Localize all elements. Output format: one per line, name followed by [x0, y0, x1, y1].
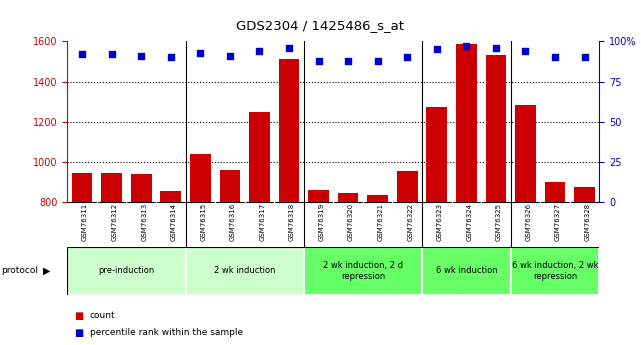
Text: percentile rank within the sample: percentile rank within the sample: [90, 328, 243, 337]
Point: [520, 48, 531, 54]
Bar: [338, 193, 358, 345]
Point: [550, 55, 560, 60]
Bar: [185, 247, 304, 295]
Text: 6 wk induction, 2 wk
repression: 6 wk induction, 2 wk repression: [512, 261, 598, 280]
Bar: [67, 247, 185, 295]
Bar: [515, 105, 536, 345]
Point: [372, 58, 383, 63]
Text: GSM76322: GSM76322: [407, 203, 413, 240]
Text: GSM76327: GSM76327: [555, 203, 561, 241]
Text: GSM76314: GSM76314: [171, 203, 177, 241]
Text: 2 wk induction: 2 wk induction: [214, 266, 276, 275]
Bar: [249, 112, 270, 345]
Point: [431, 47, 442, 52]
Point: [196, 50, 206, 56]
Text: 2 wk induction, 2 d
repression: 2 wk induction, 2 d repression: [323, 261, 403, 280]
Point: [343, 58, 353, 63]
Text: GSM76325: GSM76325: [496, 203, 502, 240]
Text: GSM76311: GSM76311: [82, 203, 88, 241]
Point: [254, 48, 265, 54]
Bar: [131, 174, 151, 345]
Text: ▶: ▶: [43, 266, 51, 276]
Bar: [279, 59, 299, 345]
Bar: [304, 247, 422, 295]
Point: [284, 45, 294, 51]
Bar: [485, 56, 506, 345]
Text: pre-induction: pre-induction: [98, 266, 154, 275]
Bar: [426, 107, 447, 345]
Text: GSM76323: GSM76323: [437, 203, 443, 241]
Point: [491, 45, 501, 51]
Text: GSM76328: GSM76328: [585, 203, 590, 241]
Text: GSM76316: GSM76316: [230, 203, 236, 241]
Text: GSM76313: GSM76313: [141, 203, 147, 241]
Bar: [367, 195, 388, 345]
Point: [313, 58, 324, 63]
Point: [165, 55, 176, 60]
Bar: [219, 170, 240, 345]
Bar: [422, 247, 511, 295]
Bar: [72, 173, 92, 345]
Text: GDS2304 / 1425486_s_at: GDS2304 / 1425486_s_at: [237, 19, 404, 32]
Text: count: count: [90, 311, 115, 320]
Text: ■: ■: [74, 311, 83, 321]
Bar: [308, 190, 329, 345]
Bar: [101, 173, 122, 345]
Text: GSM76312: GSM76312: [112, 203, 118, 241]
Text: GSM76315: GSM76315: [200, 203, 206, 241]
Text: GSM76326: GSM76326: [526, 203, 531, 241]
Bar: [456, 45, 477, 345]
Text: GSM76321: GSM76321: [378, 203, 384, 241]
Bar: [190, 154, 211, 345]
Point: [77, 51, 87, 57]
Text: ■: ■: [74, 328, 83, 338]
Point: [106, 51, 117, 57]
Text: GSM76320: GSM76320: [348, 203, 354, 241]
Point: [462, 43, 472, 49]
Text: GSM76324: GSM76324: [467, 203, 472, 240]
Text: GSM76317: GSM76317: [260, 203, 265, 241]
Bar: [160, 191, 181, 345]
Text: protocol: protocol: [1, 266, 38, 275]
Point: [136, 53, 146, 59]
Bar: [545, 182, 565, 345]
Bar: [397, 171, 417, 345]
Text: GSM76319: GSM76319: [319, 203, 324, 241]
Bar: [511, 247, 599, 295]
Point: [225, 53, 235, 59]
Text: GSM76318: GSM76318: [289, 203, 295, 241]
Text: 6 wk induction: 6 wk induction: [435, 266, 497, 275]
Point: [402, 55, 412, 60]
Point: [579, 55, 590, 60]
Bar: [574, 187, 595, 345]
